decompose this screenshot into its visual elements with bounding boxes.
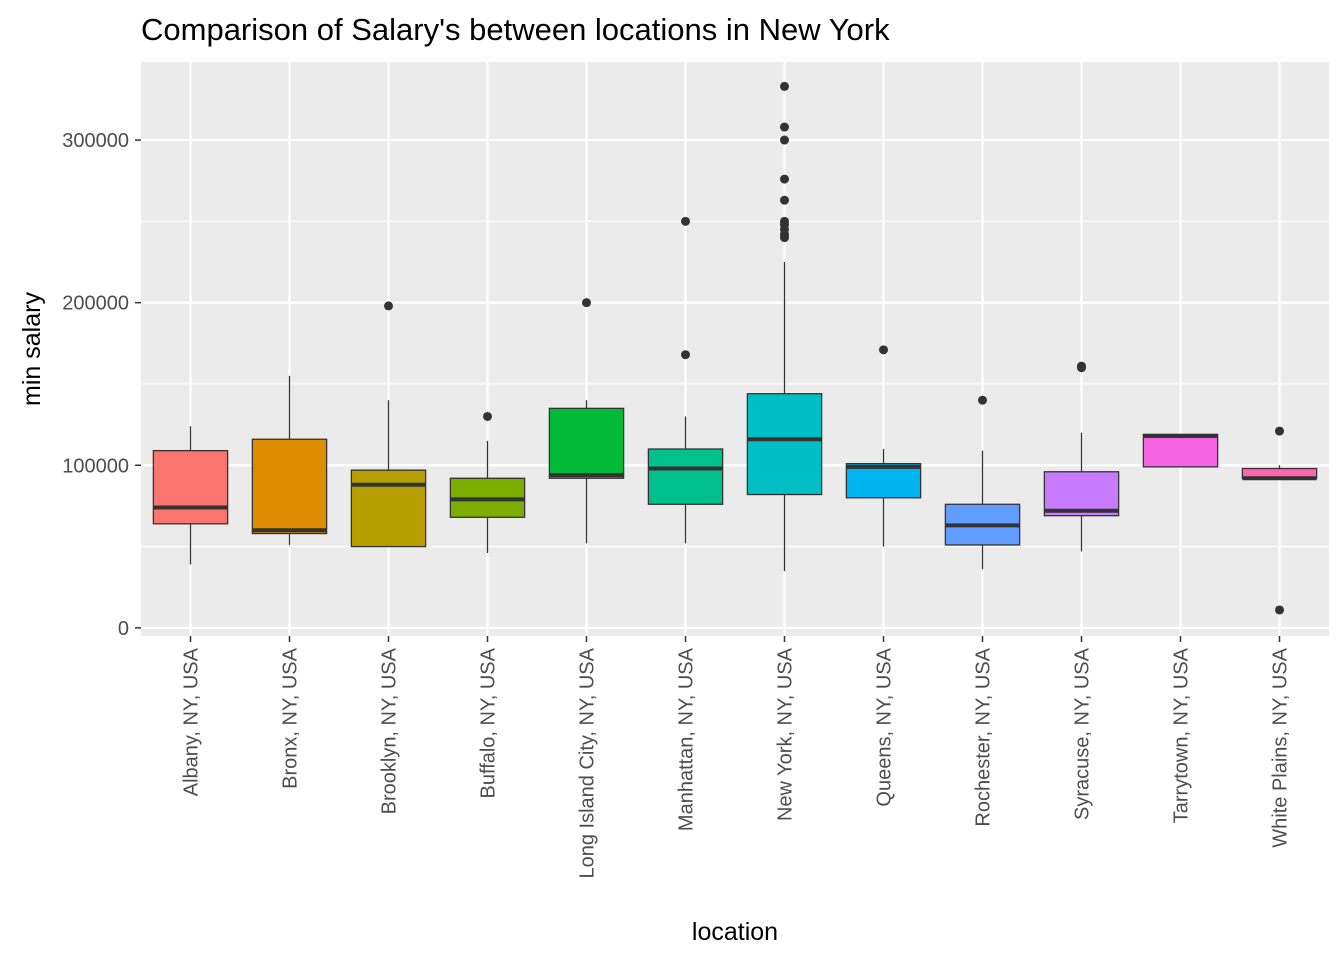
box-4 [449, 411, 526, 554]
axes: 0 100000 200000 300000 Albany, NY, USA Bronx,… [62, 130, 1291, 878]
outlier-point [780, 81, 789, 91]
outlier-point [780, 216, 789, 226]
box-iqr [548, 407, 625, 479]
outlier-point [879, 345, 888, 355]
box-iqr [1142, 433, 1219, 468]
box-10 [1043, 361, 1120, 552]
x-tick-label: Syracuse, NY, USA [1072, 647, 1094, 820]
box-iqr [350, 469, 427, 548]
box-iqr [647, 448, 724, 505]
outlier-point [384, 301, 393, 311]
x-tick-label: New York, NY, USA [775, 647, 797, 821]
outlier-point [1077, 361, 1086, 371]
outlier-point [1275, 426, 1284, 436]
x-tick-label: Tarrytown, NY, USA [1171, 647, 1193, 823]
y-tick-label: 100000 [62, 455, 129, 477]
boxes [152, 81, 1318, 615]
y-tick-label: 300000 [62, 130, 129, 152]
box-iqr [251, 438, 328, 535]
box-8 [845, 345, 922, 547]
y-tick-label: 0 [118, 618, 129, 640]
box-iqr [845, 462, 922, 499]
box-3 [350, 301, 427, 548]
outlier-point [780, 135, 789, 145]
outlier-point [780, 174, 789, 184]
outlier-point [978, 395, 987, 405]
x-tick-label: Bronx, NY, USA [280, 647, 302, 788]
outlier-point [483, 411, 492, 421]
box-1 [152, 426, 229, 565]
box-6 [647, 216, 724, 544]
box-9 [944, 395, 1021, 570]
outlier-point [780, 195, 789, 205]
outlier-point [681, 350, 690, 360]
x-tick-label: Rochester, NY, USA [973, 647, 995, 826]
box-iqr [1043, 471, 1120, 517]
x-tick-label: Manhattan, NY, USA [676, 647, 698, 831]
outlier-point [681, 216, 690, 226]
x-tick-label: Albany, NY, USA [181, 647, 203, 796]
x-tick-label: Queens, NY, USA [874, 647, 896, 806]
plot-panel [141, 62, 1329, 636]
outlier-point [1275, 605, 1284, 615]
x-tick-label: Long Island City, NY, USA [577, 647, 599, 878]
chart-title: Comparison of Salary's between locations… [141, 12, 890, 47]
x-tick-label: Brooklyn, NY, USA [379, 647, 401, 814]
box-5 [548, 298, 625, 544]
box-iqr [746, 393, 823, 496]
box-iqr [152, 449, 229, 525]
x-tick-label: Buffalo, NY, USA [478, 647, 500, 798]
outlier-point [582, 298, 591, 308]
x-tick-label: White Plains, NY, USA [1270, 647, 1292, 847]
box-11 [1142, 433, 1219, 468]
x-axis-title: location [692, 918, 778, 946]
outlier-point [780, 122, 789, 132]
box-12 [1241, 426, 1318, 615]
box-7 [746, 81, 823, 571]
box-2 [251, 375, 328, 545]
y-axis-title: min salary [18, 292, 46, 406]
y-tick-label: 200000 [62, 293, 129, 315]
